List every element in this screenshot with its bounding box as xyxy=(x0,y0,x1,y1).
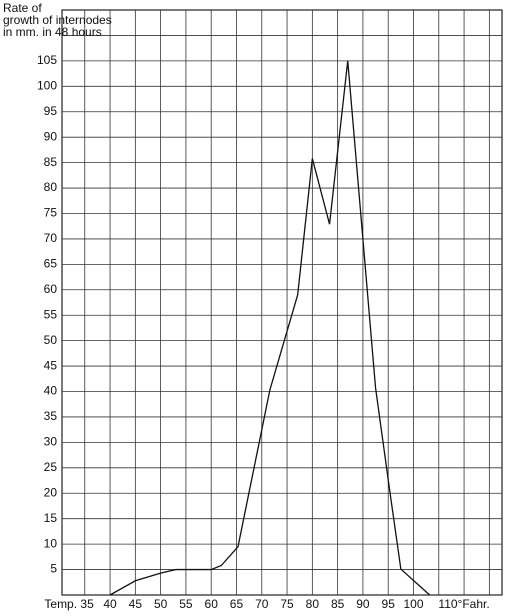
y-tick-label: 85 xyxy=(44,155,58,169)
y-tick-label: 25 xyxy=(44,460,58,474)
y-tick-label: 45 xyxy=(44,358,58,372)
y-tick-label: 35 xyxy=(44,409,58,423)
x-tick-label: 50 xyxy=(154,597,168,611)
y-tick-label: 75 xyxy=(44,206,58,220)
y-axis-title: in mm. in 48 hours xyxy=(3,25,102,39)
y-tick-label: 55 xyxy=(44,307,58,321)
y-axis-title: Rate of xyxy=(3,1,42,15)
x-tick-label: 95 xyxy=(382,597,396,611)
y-axis-title: growth of internodes xyxy=(3,13,112,27)
x-tick-label: 100 xyxy=(403,597,423,611)
x-tick-label: 90 xyxy=(356,597,370,611)
y-tick-label: 65 xyxy=(44,257,58,271)
y-tick-label: 100 xyxy=(37,78,57,92)
x-tick-label: 45 xyxy=(129,597,143,611)
y-tick-label: 40 xyxy=(44,384,58,398)
y-tick-label: 70 xyxy=(44,231,58,245)
x-tick-label: 65 xyxy=(230,597,244,611)
y-tick-label: 105 xyxy=(37,53,57,67)
y-tick-label: 60 xyxy=(44,282,58,296)
y-tick-label: 5 xyxy=(50,562,57,576)
x-tick-label: 80 xyxy=(306,597,320,611)
y-tick-label: 15 xyxy=(44,511,58,525)
y-tick-label: 20 xyxy=(44,485,58,499)
data-line xyxy=(109,60,431,596)
x-tick-label: 75 xyxy=(280,597,294,611)
x-tick-label: Temp. 35 xyxy=(44,597,94,611)
y-tick-label: 50 xyxy=(44,333,58,347)
x-tick-label: 60 xyxy=(205,597,219,611)
plot-frame xyxy=(61,9,503,596)
y-tick-label: 80 xyxy=(44,180,58,194)
y-tick-label: 10 xyxy=(44,536,58,550)
y-tick-label: 90 xyxy=(44,129,58,143)
x-tick-label: 85 xyxy=(331,597,345,611)
x-tick-label: 70 xyxy=(255,597,269,611)
y-tick-label: 95 xyxy=(44,104,58,118)
x-tick-label: 110°Fahr. xyxy=(438,597,489,611)
x-tick-label: 55 xyxy=(179,597,193,611)
x-tick-label: 40 xyxy=(103,597,117,611)
y-tick-label: 30 xyxy=(44,435,58,449)
